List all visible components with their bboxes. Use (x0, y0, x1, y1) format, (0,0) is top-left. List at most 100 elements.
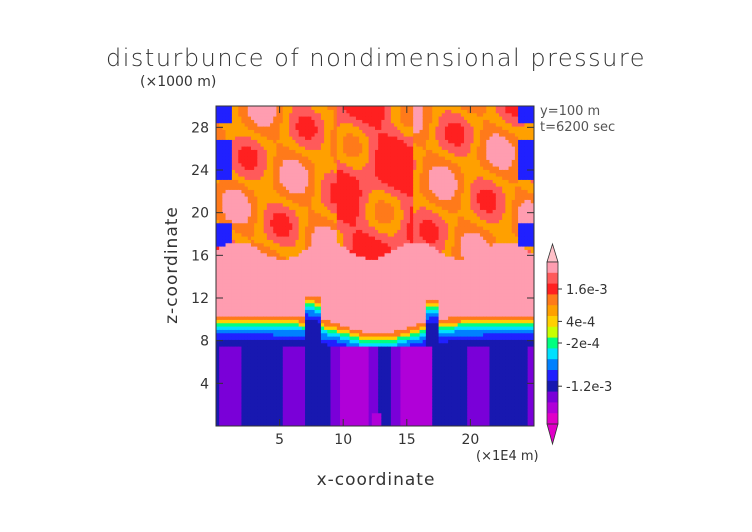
contour-cell (289, 129, 293, 134)
contour-cell (282, 389, 287, 394)
contour-cell (317, 346, 322, 350)
contour-cell (305, 122, 309, 127)
contour-cell (333, 119, 338, 124)
contour-cell (260, 356, 265, 360)
contour-cell (219, 209, 223, 214)
contour-cell (266, 212, 271, 217)
contour-cell (238, 152, 243, 157)
contour-cell (368, 262, 373, 267)
contour-cell (375, 366, 379, 370)
contour-cell (216, 366, 220, 370)
contour-cell (266, 232, 271, 237)
contour-cell (270, 272, 274, 277)
contour-cell (343, 326, 347, 330)
contour-cell (333, 226, 338, 230)
contour-cell (219, 212, 223, 217)
contour-cell (298, 186, 303, 190)
contour-cell (327, 109, 332, 114)
contour-cell (266, 112, 271, 117)
contour-cell (270, 346, 274, 350)
contour-cell (314, 132, 319, 137)
contour-cell (285, 382, 290, 387)
contour-cell (327, 142, 332, 147)
contour-cell (289, 222, 293, 227)
contour-cell (247, 252, 252, 257)
contour-cell (222, 362, 227, 367)
contour-cell (330, 299, 335, 304)
contour-cell (311, 239, 316, 244)
contour-cell (270, 166, 274, 170)
contour-cell (270, 409, 274, 414)
contour-cell (359, 419, 363, 424)
contour-cell (241, 256, 246, 260)
contour-cell (295, 176, 300, 180)
contour-cell (327, 329, 332, 334)
contour-cell (314, 149, 319, 154)
contour-cell (314, 289, 319, 294)
contour-cell (295, 169, 300, 174)
contour-cell (219, 226, 223, 230)
contour-cell (231, 302, 236, 307)
contour-cell (250, 219, 255, 224)
contour-cell (301, 356, 306, 360)
contour-cell (336, 122, 341, 127)
contour-cell (279, 292, 284, 297)
contour-cell (282, 279, 287, 284)
contour-cell (244, 252, 249, 257)
contour-cell (346, 182, 351, 187)
contour-cell (317, 376, 322, 380)
contour-cell (285, 162, 290, 167)
contour-cell (254, 402, 258, 407)
contour-cell (222, 319, 227, 324)
contour-cell (260, 332, 265, 337)
contour-cell (263, 362, 268, 367)
contour-cell (330, 182, 335, 187)
contour-cell (254, 229, 258, 234)
contour-cell (308, 109, 312, 114)
contour-cell (222, 269, 227, 274)
contour-cell (260, 342, 265, 347)
contour-cell (263, 319, 268, 324)
contour-cell (219, 272, 223, 277)
contour-cell (254, 226, 258, 230)
contour-cell (327, 349, 332, 354)
contour-cell (349, 396, 354, 400)
contour-cell (340, 189, 344, 194)
contour-cell (238, 172, 243, 177)
contour-cell (260, 329, 265, 334)
contour-cell (270, 239, 274, 244)
contour-cell (365, 312, 370, 317)
contour-cell (273, 139, 278, 144)
contour-cell (247, 419, 252, 424)
contour-cell (279, 199, 284, 204)
contour-cell (216, 382, 220, 387)
contour-cell (263, 342, 268, 347)
contour-cell (225, 129, 230, 134)
contour-cell (375, 246, 379, 250)
contour-cell (324, 349, 328, 354)
contour-cell (273, 269, 278, 274)
contour-cell (235, 322, 239, 327)
contour-cell (260, 206, 265, 210)
contour-cell (371, 419, 376, 424)
contour-cell (359, 159, 363, 164)
contour-cell (308, 106, 312, 110)
contour-cell (343, 106, 347, 110)
contour-cell (216, 116, 220, 120)
contour-cell (231, 142, 236, 147)
contour-cell (273, 356, 278, 360)
contour-cell (314, 106, 319, 110)
contour-cell (216, 206, 220, 210)
contour-cell (270, 386, 274, 390)
contour-cell (324, 389, 328, 394)
contour-cell (355, 146, 360, 150)
contour-cell (343, 356, 347, 360)
contour-cell (231, 422, 236, 426)
contour-cell (244, 119, 249, 124)
contour-cell (298, 359, 303, 364)
contour-cell (260, 402, 265, 407)
contour-cell (231, 222, 236, 227)
contour-cell (349, 359, 354, 364)
contour-cell (375, 399, 379, 404)
contour-cell (225, 242, 230, 247)
